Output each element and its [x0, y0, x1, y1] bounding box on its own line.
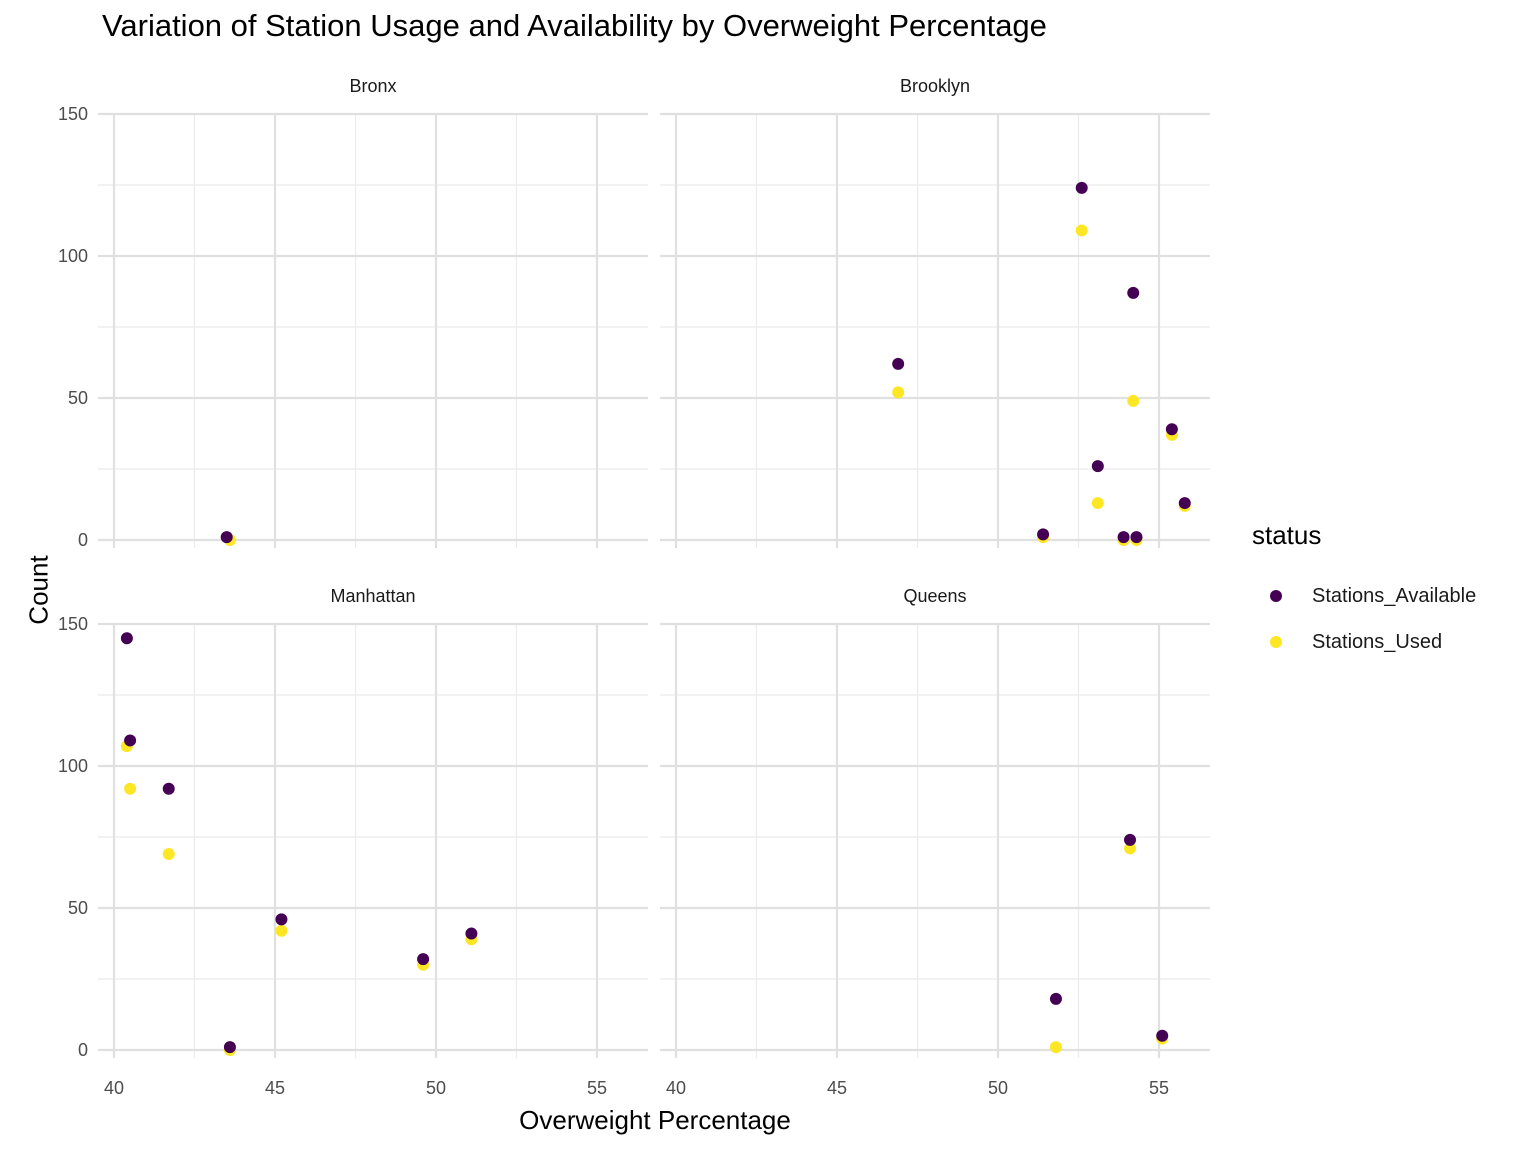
point-manhattan-stations-available — [275, 913, 288, 926]
y-tick-label: 0 — [78, 530, 88, 550]
y-tick-label: 150 — [58, 614, 88, 634]
y-axis-title: Count — [23, 555, 54, 625]
point-queens-stations-available — [1156, 1029, 1169, 1042]
facet-label-queens: Queens — [903, 586, 966, 606]
y-tick-label: 100 — [58, 756, 88, 776]
x-tick-label: 50 — [988, 1078, 1008, 1098]
point-brooklyn-stations-available — [1037, 528, 1050, 541]
point-manhattan-stations-available — [120, 632, 133, 645]
facet-label-manhattan: Manhattan — [330, 586, 415, 606]
y-tick-label: 50 — [68, 898, 88, 918]
point-brooklyn-stations-available — [1117, 531, 1130, 544]
point-brooklyn-stations-available — [892, 357, 905, 370]
legend: status Stations_Available Stations_Used — [1252, 520, 1476, 665]
y-tick-label: 100 — [58, 246, 88, 266]
legend-item-stations-available: Stations_Available — [1252, 573, 1476, 619]
x-tick-label: 50 — [426, 1078, 446, 1098]
point-brooklyn-stations-available — [1165, 423, 1178, 436]
legend-key-stations-used — [1270, 636, 1282, 648]
point-manhattan-stations-available — [465, 927, 478, 940]
point-queens-stations-available — [1049, 992, 1062, 1005]
point-queens-stations-available — [1124, 833, 1137, 846]
point-brooklyn-stations-available — [1178, 497, 1191, 510]
point-manhattan-stations-available — [124, 734, 137, 747]
point-manhattan-stations-used — [275, 924, 288, 937]
point-queens-stations-used — [1049, 1041, 1062, 1054]
x-tick-label: 55 — [587, 1078, 607, 1098]
point-queens-stations-used — [1124, 842, 1137, 855]
legend-title: status — [1252, 520, 1322, 550]
chart-title: Variation of Station Usage and Availabil… — [102, 8, 1047, 43]
legend-label-stations-used: Stations_Used — [1312, 630, 1443, 653]
point-manhattan-stations-available — [162, 782, 175, 795]
point-brooklyn-stations-available — [1130, 531, 1143, 544]
point-manhattan-stations-used — [162, 848, 175, 861]
x-tick-label: 45 — [827, 1078, 847, 1098]
y-tick-label: 0 — [78, 1040, 88, 1060]
legend-key-stations-available — [1270, 590, 1282, 602]
point-bronx-stations-available — [220, 531, 233, 544]
point-brooklyn-stations-available — [1075, 181, 1088, 194]
legend-item-stations-used: Stations_Used — [1252, 619, 1476, 665]
x-tick-label: 40 — [666, 1078, 686, 1098]
y-tick-label: 50 — [68, 388, 88, 408]
point-brooklyn-stations-used — [1075, 224, 1088, 237]
point-brooklyn-stations-used — [1127, 394, 1140, 407]
x-tick-label: 40 — [104, 1078, 124, 1098]
point-manhattan-stations-used — [124, 782, 137, 795]
facet-label-bronx: Bronx — [349, 76, 396, 96]
point-brooklyn-stations-used — [1091, 497, 1104, 510]
x-axis-title: Overweight Percentage — [519, 1105, 791, 1135]
facet-label-brooklyn: Brooklyn — [900, 76, 970, 96]
point-brooklyn-stations-used — [892, 386, 905, 399]
point-manhattan-stations-available — [417, 953, 430, 966]
x-tick-label: 45 — [265, 1078, 285, 1098]
point-brooklyn-stations-available — [1127, 286, 1140, 299]
y-tick-label: 150 — [58, 104, 88, 124]
x-tick-label: 55 — [1149, 1078, 1169, 1098]
point-manhattan-stations-available — [223, 1041, 236, 1054]
legend-label-stations-available: Stations_Available — [1312, 584, 1477, 607]
point-brooklyn-stations-available — [1091, 460, 1104, 473]
